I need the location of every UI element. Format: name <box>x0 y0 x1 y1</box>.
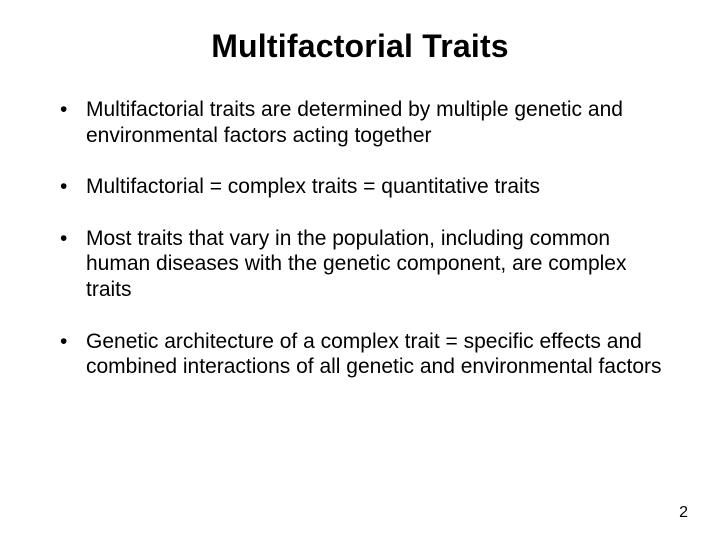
list-item: Multifactorial traits are determined by … <box>50 97 670 148</box>
list-item: Most traits that vary in the population,… <box>50 226 670 303</box>
bullet-list: Multifactorial traits are determined by … <box>50 97 670 380</box>
list-item: Multifactorial = complex traits = quanti… <box>50 174 670 200</box>
list-item: Genetic architecture of a complex trait … <box>50 329 670 380</box>
slide-title: Multifactorial Traits <box>50 28 670 65</box>
page-number: 2 <box>679 504 688 522</box>
slide: Multifactorial Traits Multifactorial tra… <box>0 0 720 540</box>
